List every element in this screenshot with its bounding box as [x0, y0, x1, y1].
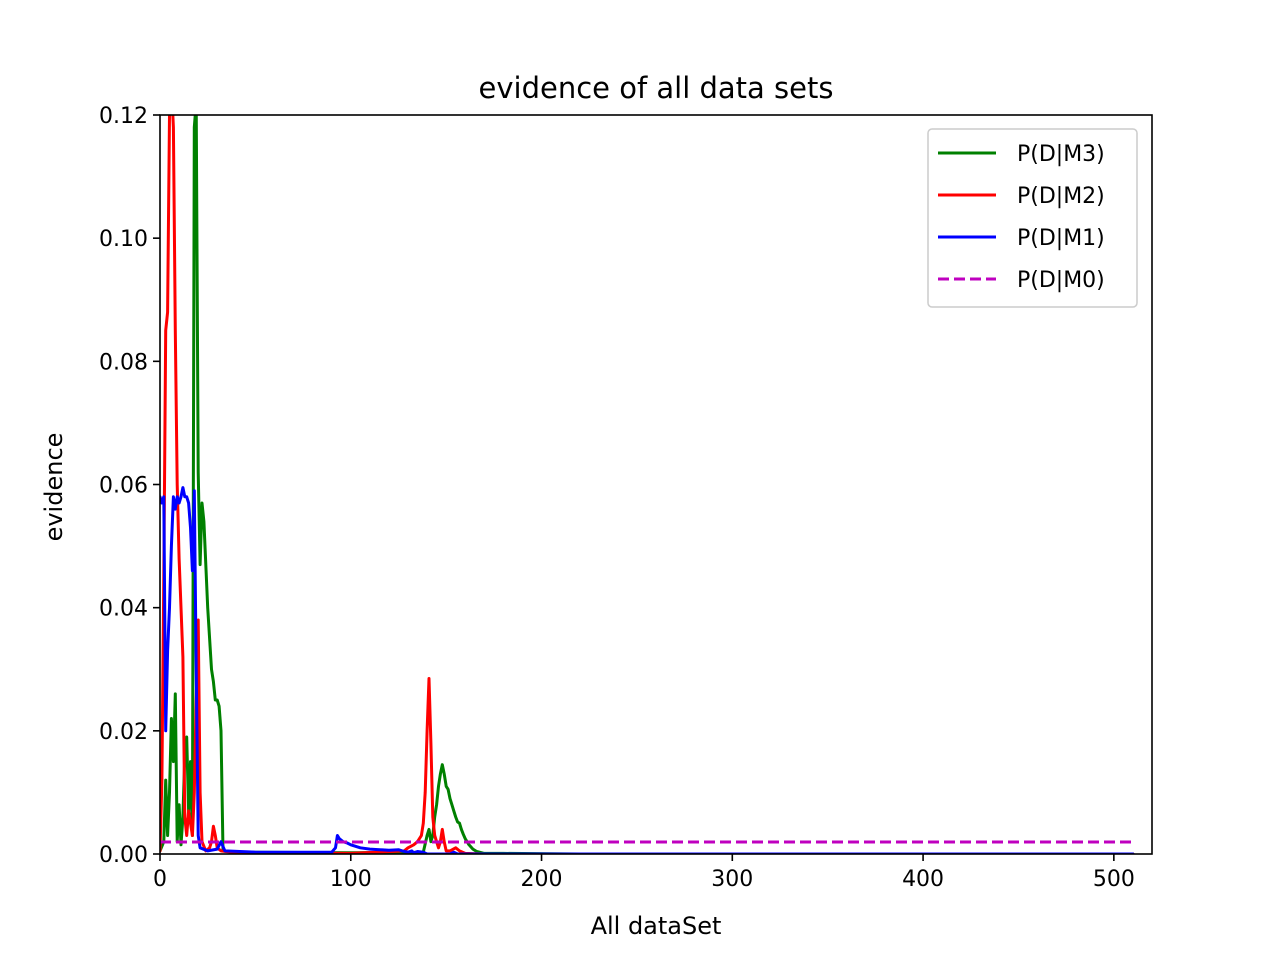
x-tick-label: 100	[330, 867, 372, 892]
y-tick-label: 0.04	[99, 597, 148, 622]
x-tick-label: 300	[711, 867, 753, 892]
y-axis: 0.00 0.02 0.04 0.06 0.08 0.10 0.12	[99, 104, 160, 868]
series-line-0	[160, 115, 1135, 854]
legend-box	[927, 128, 1138, 308]
y-tick-label: 0.06	[99, 474, 148, 499]
x-tick-label: 0	[153, 867, 167, 892]
y-tick-label: 0.08	[99, 350, 148, 375]
x-tick-label: 400	[902, 867, 944, 892]
legend-label-1: P(D|M2)	[1017, 184, 1105, 209]
y-axis-label: evidence	[40, 433, 68, 542]
y-tick-label: 0.02	[99, 720, 148, 745]
legend-label-3: P(D|M0)	[1017, 268, 1105, 293]
y-tick-label: 0.00	[99, 843, 148, 868]
x-axis-label: All dataSet	[591, 912, 722, 940]
y-tick-label: 0.12	[99, 104, 148, 129]
x-tick-label: 500	[1093, 867, 1135, 892]
x-axis: 0 100 200 300 400 500	[153, 854, 1135, 892]
chart-title: evidence of all data sets	[479, 71, 834, 105]
y-tick-label: 0.10	[99, 227, 148, 252]
legend: P(D|M3) P(D|M2) P(D|M1) P(D|M0)	[927, 128, 1138, 308]
x-tick-label: 200	[521, 867, 563, 892]
legend-label-2: P(D|M1)	[1017, 226, 1105, 251]
legend-label-0: P(D|M3)	[1017, 142, 1105, 167]
series-line-2	[160, 486, 1135, 854]
series-group	[160, 115, 1135, 854]
